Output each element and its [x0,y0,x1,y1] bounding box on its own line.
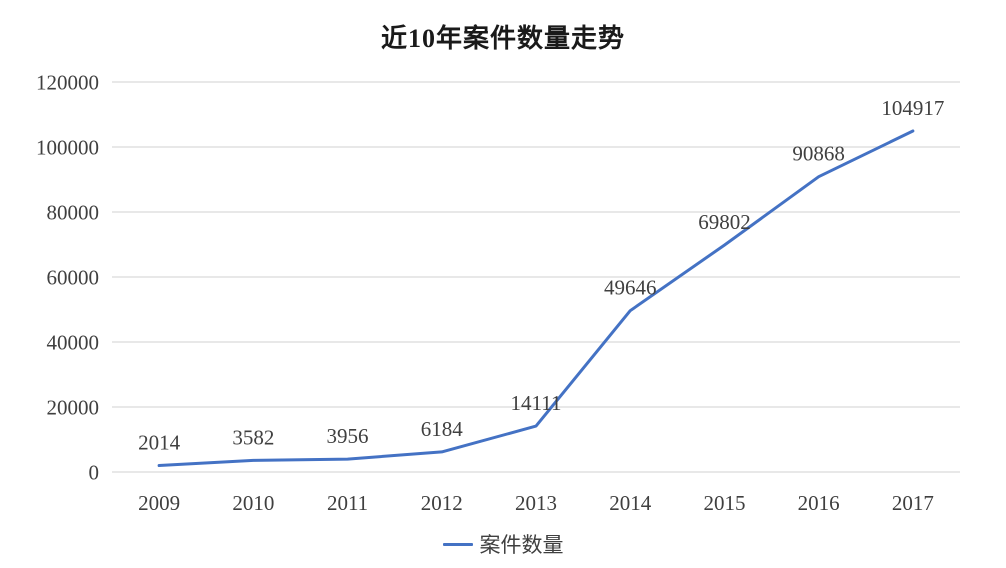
x-axis-tick-label: 2012 [421,491,463,515]
x-axis-tick-label: 2015 [703,491,745,515]
x-axis-tick-label: 2016 [798,491,840,515]
x-axis-tick-label: 2013 [515,491,557,515]
data-label: 2014 [138,430,181,454]
y-axis-tick-label: 60000 [47,266,100,290]
legend: 案件数量 [0,529,1006,559]
data-label: 69802 [698,210,751,234]
x-axis-tick-label: 2009 [138,491,180,515]
chart-title: 近10年案件数量走势 [380,24,625,53]
y-axis-tick-label: 120000 [36,71,99,95]
x-axis-tick-label: 2014 [609,491,652,515]
series-line [157,129,915,467]
y-axis-tick-label: 100000 [36,136,99,160]
data-label: 14111 [511,391,562,415]
x-axis-tick-label: 2011 [327,491,368,515]
y-axis-tick-label: 0 [89,461,100,485]
data-label: 6184 [421,417,464,441]
data-label: 3956 [327,424,369,448]
data-label: 49646 [604,276,657,300]
legend-line-swatch [442,542,473,546]
legend-label: 案件数量 [479,533,564,557]
data-label: 90868 [792,142,845,166]
x-axis-tick-label: 2017 [892,491,934,515]
x-axis-tick-label: 2010 [232,491,274,515]
y-axis-tick-label: 80000 [47,201,100,225]
data-label: 104917 [881,96,944,120]
y-axis-tick-label: 20000 [47,396,100,420]
data-label: 3582 [232,425,274,449]
y-axis-tick-label: 40000 [47,331,100,355]
